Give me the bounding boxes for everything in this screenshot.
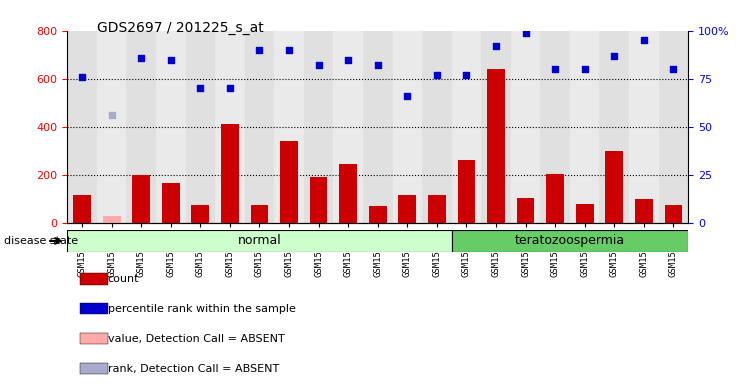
Bar: [540, 31, 570, 223]
Bar: [132, 175, 150, 223]
Point: [105, 112, 117, 118]
Text: percentile rank within the sample: percentile rank within the sample: [108, 304, 295, 314]
Point: [194, 85, 206, 91]
Bar: [635, 199, 653, 223]
Bar: [664, 205, 682, 223]
Bar: [97, 31, 126, 223]
Bar: [280, 141, 298, 223]
Bar: [658, 31, 688, 223]
Point: [135, 55, 147, 61]
Bar: [576, 204, 594, 223]
Bar: [369, 206, 387, 223]
Point: [165, 56, 177, 63]
Bar: [422, 31, 452, 223]
Bar: [80, 363, 108, 374]
Text: disease state: disease state: [4, 236, 78, 246]
Bar: [67, 31, 97, 223]
Bar: [458, 161, 475, 223]
Point: [608, 53, 620, 59]
Point: [342, 56, 354, 63]
Bar: [80, 303, 108, 314]
Point: [402, 93, 414, 99]
Bar: [393, 31, 422, 223]
Point: [431, 72, 443, 78]
Point: [372, 62, 384, 68]
Bar: [399, 195, 416, 223]
Point: [638, 37, 650, 43]
Bar: [80, 333, 108, 344]
Point: [549, 66, 561, 72]
Bar: [67, 230, 452, 252]
Point: [667, 66, 679, 72]
Bar: [191, 205, 209, 223]
Text: GDS2697 / 201225_s_at: GDS2697 / 201225_s_at: [97, 21, 264, 35]
Bar: [251, 205, 269, 223]
Point: [520, 30, 532, 36]
Bar: [511, 31, 540, 223]
Point: [461, 72, 473, 78]
Text: value, Detection Call = ABSENT: value, Detection Call = ABSENT: [108, 334, 284, 344]
Bar: [102, 215, 120, 223]
Bar: [334, 31, 363, 223]
Bar: [546, 174, 564, 223]
Bar: [310, 177, 328, 223]
Text: count: count: [108, 274, 139, 284]
Point: [254, 47, 266, 53]
Bar: [570, 31, 599, 223]
Point: [490, 43, 502, 49]
Bar: [162, 183, 180, 223]
Bar: [599, 31, 629, 223]
Point: [313, 62, 325, 68]
Bar: [629, 31, 658, 223]
Bar: [605, 151, 623, 223]
Text: rank, Detection Call = ABSENT: rank, Detection Call = ABSENT: [108, 364, 279, 374]
Bar: [487, 69, 505, 223]
Bar: [80, 273, 108, 285]
Bar: [340, 164, 357, 223]
Bar: [215, 31, 245, 223]
Bar: [186, 31, 215, 223]
Text: teratozoospermia: teratozoospermia: [515, 235, 625, 247]
Point: [283, 47, 295, 53]
Bar: [275, 31, 304, 223]
Bar: [221, 124, 239, 223]
Point: [224, 85, 236, 91]
Point: [579, 66, 591, 72]
Bar: [428, 195, 446, 223]
Bar: [452, 230, 688, 252]
Bar: [156, 31, 186, 223]
Bar: [452, 31, 481, 223]
Bar: [304, 31, 334, 223]
Point: [76, 74, 88, 80]
Bar: [363, 31, 393, 223]
Text: normal: normal: [238, 235, 281, 247]
Bar: [126, 31, 156, 223]
Bar: [245, 31, 275, 223]
Bar: [481, 31, 511, 223]
Bar: [517, 197, 534, 223]
Bar: [73, 195, 91, 223]
